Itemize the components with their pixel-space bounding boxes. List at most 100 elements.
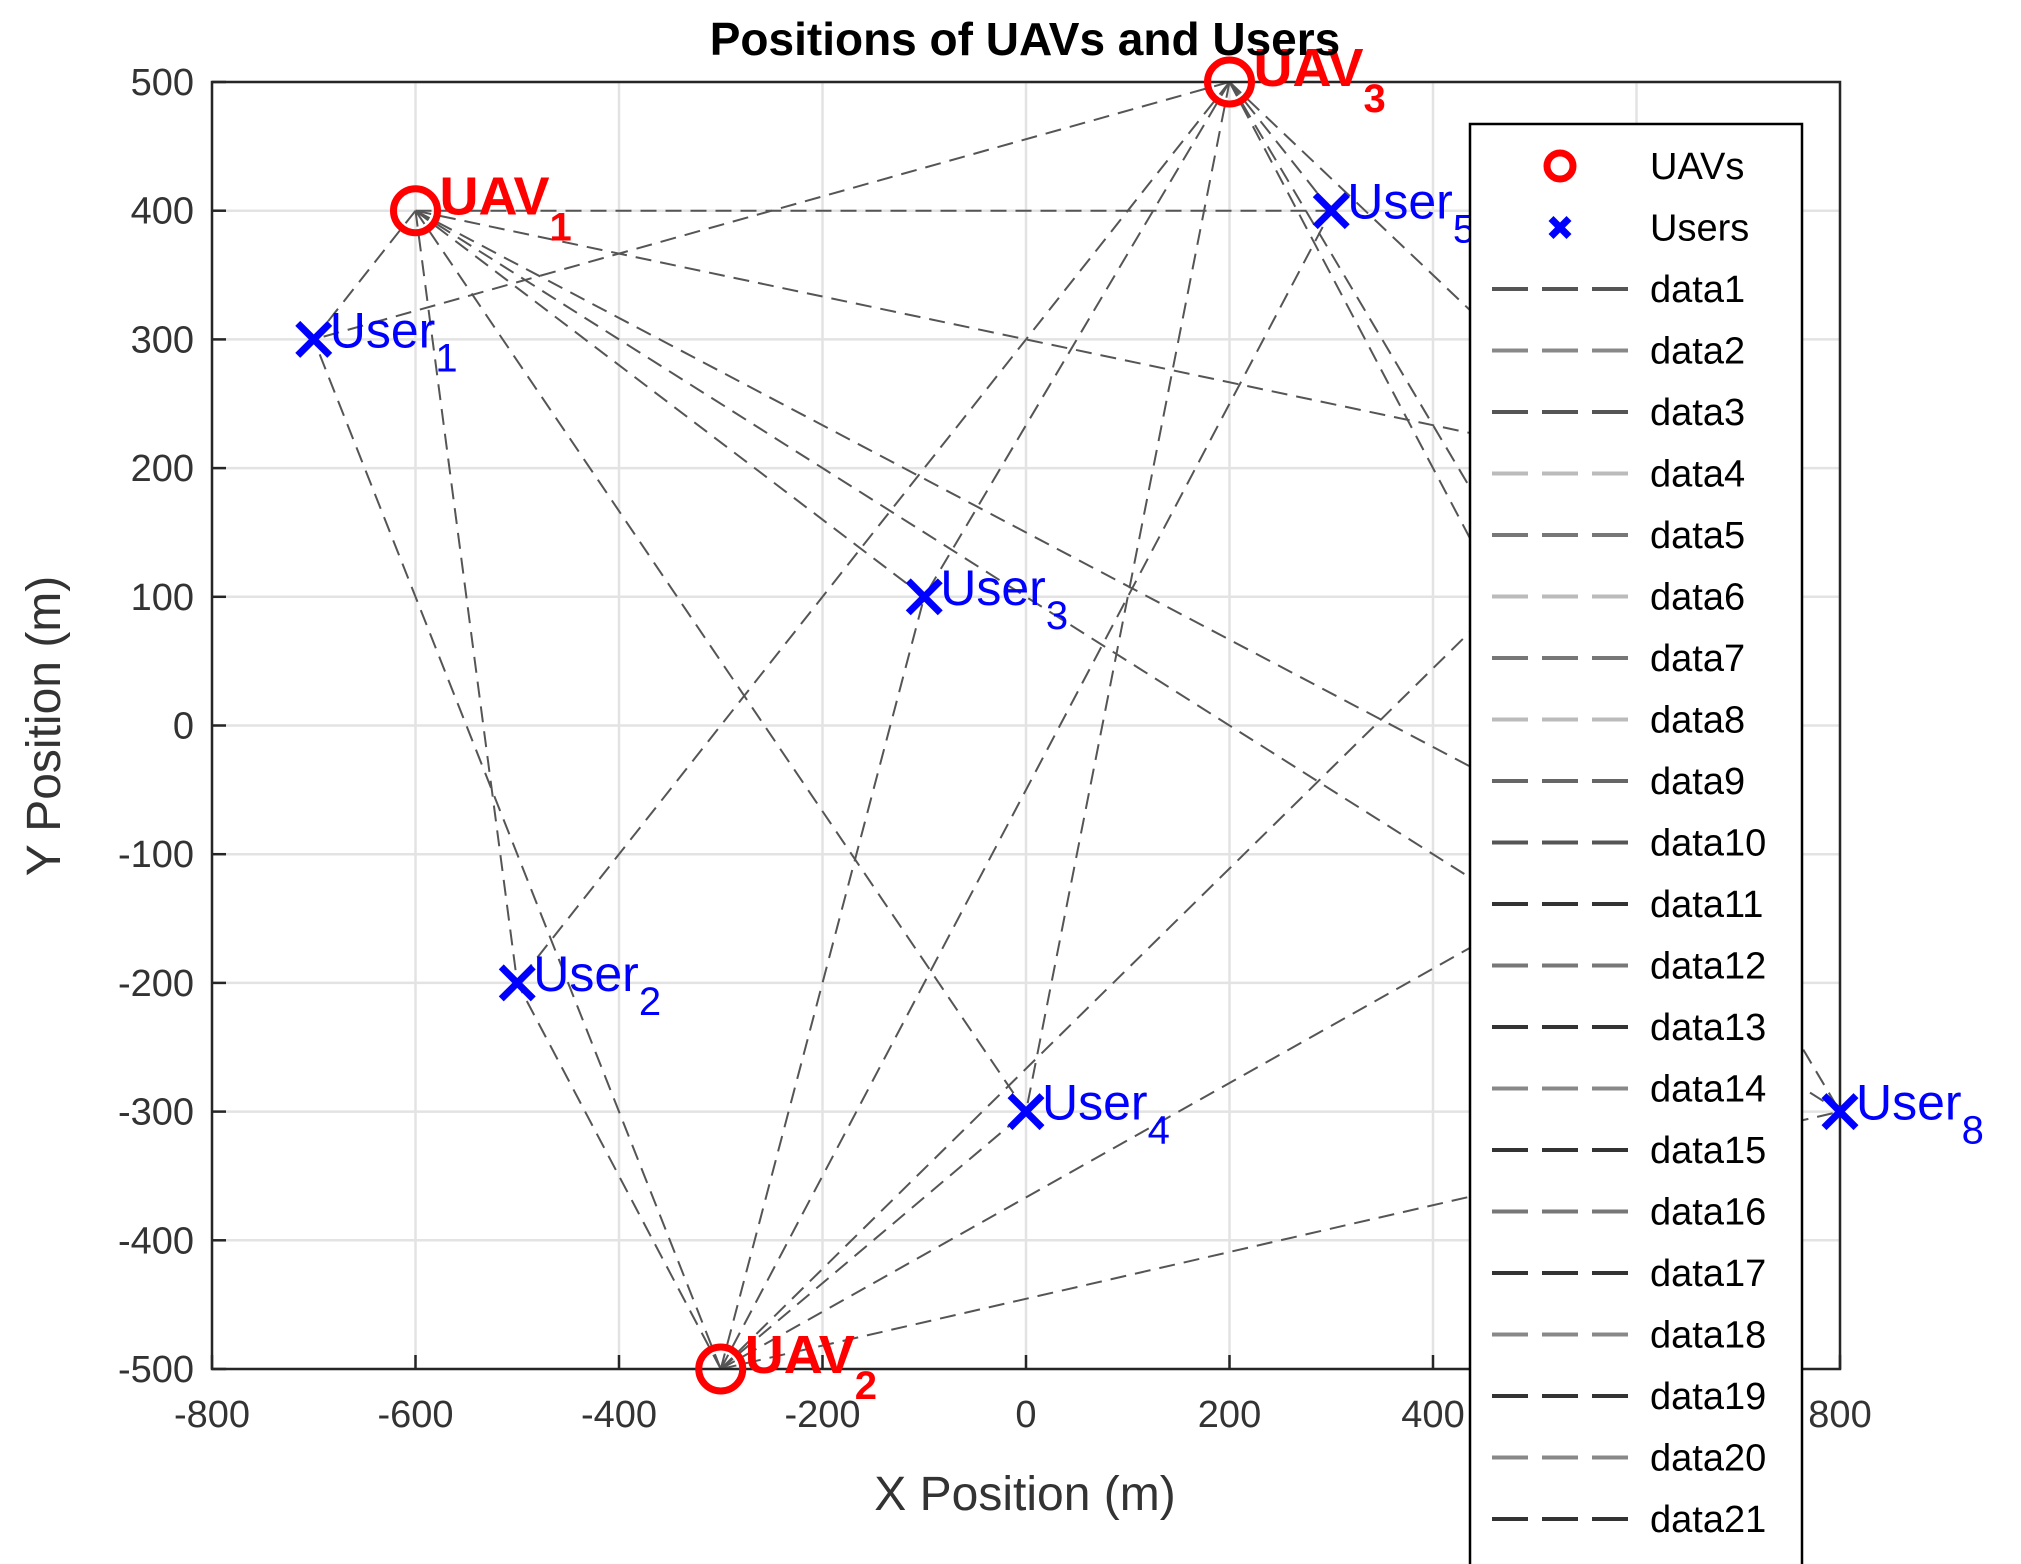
legend-item: data8 <box>1492 700 1745 742</box>
legend-item: data20 <box>1492 1438 1766 1480</box>
user-marker <box>1007 1093 1045 1131</box>
y-tick-label: 500 <box>131 62 194 104</box>
legend-label: data21 <box>1650 1499 1766 1541</box>
link-line <box>414 210 519 984</box>
x-tick-label: -200 <box>784 1394 860 1436</box>
y-tick-label: -300 <box>118 1092 194 1134</box>
x-tick-label: -400 <box>581 1394 657 1436</box>
legend-label: data10 <box>1650 823 1766 865</box>
y-tick-label: -400 <box>118 1220 194 1262</box>
legend-label: data2 <box>1650 331 1745 373</box>
legend-label: data11 <box>1650 884 1763 926</box>
legend-item: Users <box>1548 208 1749 250</box>
legend-item: data14 <box>1492 1069 1766 1111</box>
user-label: User4 <box>1042 1075 1170 1153</box>
legend-label: data6 <box>1650 577 1745 619</box>
legend-item: data7 <box>1492 638 1745 680</box>
legend-item: data5 <box>1492 515 1745 557</box>
legend-item: data11 <box>1492 884 1763 926</box>
legend-label: data3 <box>1650 392 1745 434</box>
legend-label: data8 <box>1650 700 1745 742</box>
legend-item: data19 <box>1492 1376 1766 1418</box>
link-line <box>1228 81 1638 469</box>
legend-label: data5 <box>1650 515 1745 557</box>
x-tick-label: -600 <box>377 1394 453 1436</box>
x-axis-label: X Position (m) <box>874 1468 1175 1521</box>
user-marker <box>905 578 943 616</box>
legend-label: data14 <box>1650 1069 1766 1111</box>
x-tick-label: 0 <box>1015 1394 1036 1436</box>
y-axis-label: Y Position (m) <box>18 576 71 877</box>
y-tick-label: -100 <box>118 834 194 876</box>
link-line <box>720 467 1638 1370</box>
legend-item: data13 <box>1492 1007 1766 1049</box>
legend-x-icon <box>1548 216 1572 239</box>
legend-item: data21 <box>1492 1499 1766 1541</box>
legend-label: data18 <box>1650 1315 1766 1357</box>
legend-label: data12 <box>1650 946 1766 988</box>
legend-circle-icon <box>1543 149 1577 183</box>
user-label: User5 <box>1347 174 1475 252</box>
user-label: User1 <box>330 302 458 380</box>
legend-item: data6 <box>1492 577 1745 619</box>
uav-label: UAV2 <box>745 1325 877 1408</box>
legend-label: UAVs <box>1650 146 1744 188</box>
user-label: User8 <box>1856 1075 1984 1153</box>
chart-title: Positions of UAVs and Users <box>710 13 1341 65</box>
legend-item: data1 <box>1492 269 1745 311</box>
legend-label: data13 <box>1650 1007 1766 1049</box>
legend-label: data20 <box>1650 1438 1766 1480</box>
y-tick-label: 0 <box>173 706 194 748</box>
link-line <box>720 1110 1027 1370</box>
user-label: User2 <box>533 946 661 1024</box>
link-line <box>312 339 722 1370</box>
link-line <box>1228 81 1333 212</box>
legend-item: data9 <box>1492 761 1745 803</box>
link-line <box>719 596 926 1370</box>
legend-label: data7 <box>1650 638 1745 680</box>
link-line <box>414 209 925 598</box>
link-line <box>414 210 1027 1113</box>
link-line <box>415 209 1637 856</box>
x-tick-label: -800 <box>174 1394 250 1436</box>
legend-item: data3 <box>1492 392 1745 434</box>
legend-label: data17 <box>1650 1253 1766 1295</box>
link-line <box>313 81 1230 341</box>
link-line <box>516 982 722 1370</box>
user-label: User3 <box>940 560 1068 638</box>
user-marker <box>295 320 333 358</box>
y-tick-label: 100 <box>131 577 194 619</box>
legend-label: data1 <box>1650 269 1745 311</box>
link-line <box>719 210 1333 1370</box>
legend-item: data16 <box>1492 1192 1766 1234</box>
ticks: -800-600-400-2000200400600800-500-400-30… <box>118 62 1872 1436</box>
legend-item: data4 <box>1492 454 1745 496</box>
uav-label: UAV1 <box>440 167 572 250</box>
user-marker <box>1821 1093 1859 1131</box>
y-tick-label: 300 <box>131 319 194 361</box>
x-tick-label: 200 <box>1198 1394 1261 1436</box>
legend-label: data19 <box>1650 1376 1766 1418</box>
x-tick-label: 800 <box>1808 1394 1871 1436</box>
legend-item: data17 <box>1492 1253 1766 1295</box>
uav-label: UAV3 <box>1254 38 1386 121</box>
legend: UAVs Users data1 data2 data3 data4 data5 data6 d… <box>1468 122 1804 1564</box>
uav-marker <box>390 185 441 237</box>
y-tick-label: 400 <box>131 191 194 233</box>
uav-marker <box>1204 56 1255 108</box>
legend-label: Users <box>1650 208 1749 250</box>
legend-label: data16 <box>1650 1192 1766 1234</box>
legend-item: data18 <box>1492 1315 1766 1357</box>
y-tick-label: -200 <box>118 963 194 1005</box>
y-tick-label: 200 <box>131 448 194 490</box>
legend-item: data12 <box>1492 946 1766 988</box>
link-line <box>516 81 1231 984</box>
legend-label: data4 <box>1650 454 1745 496</box>
legend-item: data2 <box>1492 331 1745 373</box>
legend-item: data15 <box>1492 1130 1766 1172</box>
uav-marker <box>695 1343 747 1395</box>
y-tick-label: -500 <box>118 1349 194 1391</box>
x-tick-label: 400 <box>1401 1394 1464 1436</box>
legend-label: data15 <box>1650 1130 1766 1172</box>
